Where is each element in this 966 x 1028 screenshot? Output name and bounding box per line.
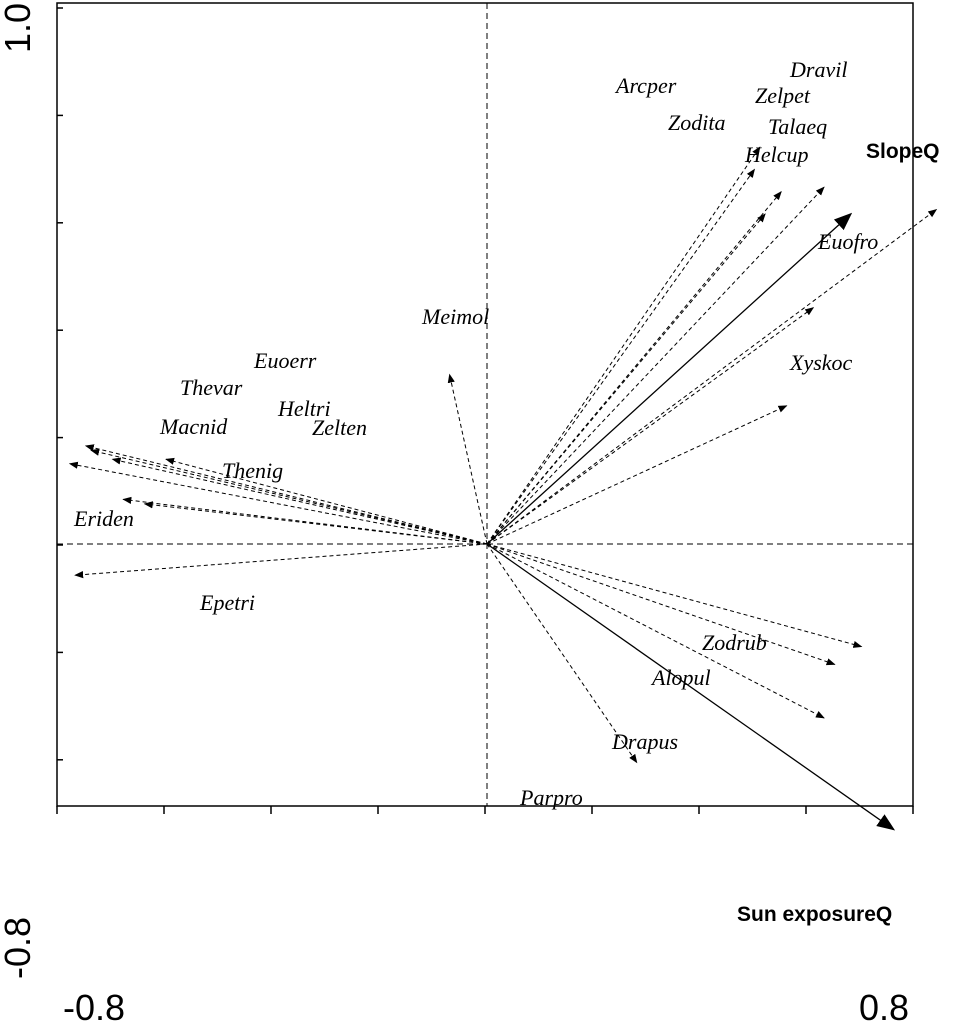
species-arrow-drapus bbox=[486, 543, 825, 719]
env-arrow-slopeq bbox=[486, 212, 853, 545]
y-tick-label-bottom: -0.8 bbox=[0, 917, 38, 979]
species-arrow-euofro bbox=[486, 307, 815, 545]
env-arrow-sun-exposureq bbox=[486, 543, 896, 831]
species-arrow-macnid bbox=[111, 457, 488, 545]
species-arrow-meimol bbox=[447, 373, 488, 545]
environment-arrows bbox=[486, 212, 896, 831]
species-arrow-zodrub bbox=[486, 543, 863, 648]
species-label-zelpet: Zelpet bbox=[755, 83, 811, 108]
species-label-eriden: Eriden bbox=[73, 506, 134, 531]
x-tick-label-right: 0.8 bbox=[859, 987, 909, 1028]
species-label-euoerr: Euoerr bbox=[253, 348, 317, 373]
species-label-meimol: Meimol bbox=[421, 304, 489, 329]
species-arrow-zelten bbox=[165, 457, 488, 545]
env-label-sun-exposureq: Sun exposureQ bbox=[737, 903, 892, 926]
species-label-epetri: Epetri bbox=[199, 590, 255, 615]
species-arrow-dravil bbox=[486, 146, 761, 545]
species-arrow-talaeq bbox=[486, 190, 782, 545]
species-label-macnid: Macnid bbox=[159, 414, 228, 439]
species-label-thenig: Thenig bbox=[222, 458, 283, 483]
species-label-euofro: Euofro bbox=[817, 229, 878, 254]
species-arrows bbox=[68, 146, 938, 764]
species-arrow-epetri bbox=[74, 543, 488, 579]
species-label-zelten: Zelten bbox=[312, 415, 367, 440]
species-label-talaeq: Talaeq bbox=[768, 114, 827, 139]
species-arrow-zodita bbox=[486, 208, 938, 545]
species-label-thevar: Thevar bbox=[180, 375, 243, 400]
species-label-xyskoc: Xyskoc bbox=[789, 350, 853, 375]
species-label-helcup: Helcup bbox=[744, 142, 809, 167]
species-label-heltri: Heltri bbox=[277, 396, 331, 421]
species-label-drapus: Drapus bbox=[611, 729, 678, 754]
species-arrow-thenig bbox=[122, 496, 488, 545]
species-arrow-thevar bbox=[90, 448, 488, 545]
species-arrow-parpro bbox=[486, 543, 638, 764]
species-arrow-xyskoc bbox=[486, 405, 788, 545]
y-tick-label-top: 1.0 bbox=[0, 3, 38, 53]
species-label-zodita: Zodita bbox=[668, 110, 725, 135]
x-axis-ticks bbox=[56, 806, 914, 814]
species-arrow-arcper bbox=[486, 186, 825, 545]
species-label-parpro: Parpro bbox=[519, 785, 583, 810]
species-label-arcper: Arcper bbox=[614, 73, 677, 98]
species-arrow-euoerr bbox=[84, 444, 488, 545]
species-arrow-zelpet bbox=[486, 168, 756, 545]
env-label-slopeq: SlopeQ bbox=[866, 140, 940, 163]
species-label-alopul: Alopul bbox=[650, 665, 711, 690]
x-tick-label-left: -0.8 bbox=[63, 987, 125, 1028]
y-axis-ticks bbox=[57, 7, 63, 761]
species-arrow-helcup bbox=[486, 213, 766, 545]
species-arrow-alopul bbox=[486, 543, 836, 666]
species-label-dravil: Dravil bbox=[789, 57, 847, 82]
species-arrow-heltri bbox=[68, 461, 488, 545]
species-label-zodrub: Zodrub bbox=[702, 630, 767, 655]
species-arrow-eriden bbox=[143, 501, 488, 545]
